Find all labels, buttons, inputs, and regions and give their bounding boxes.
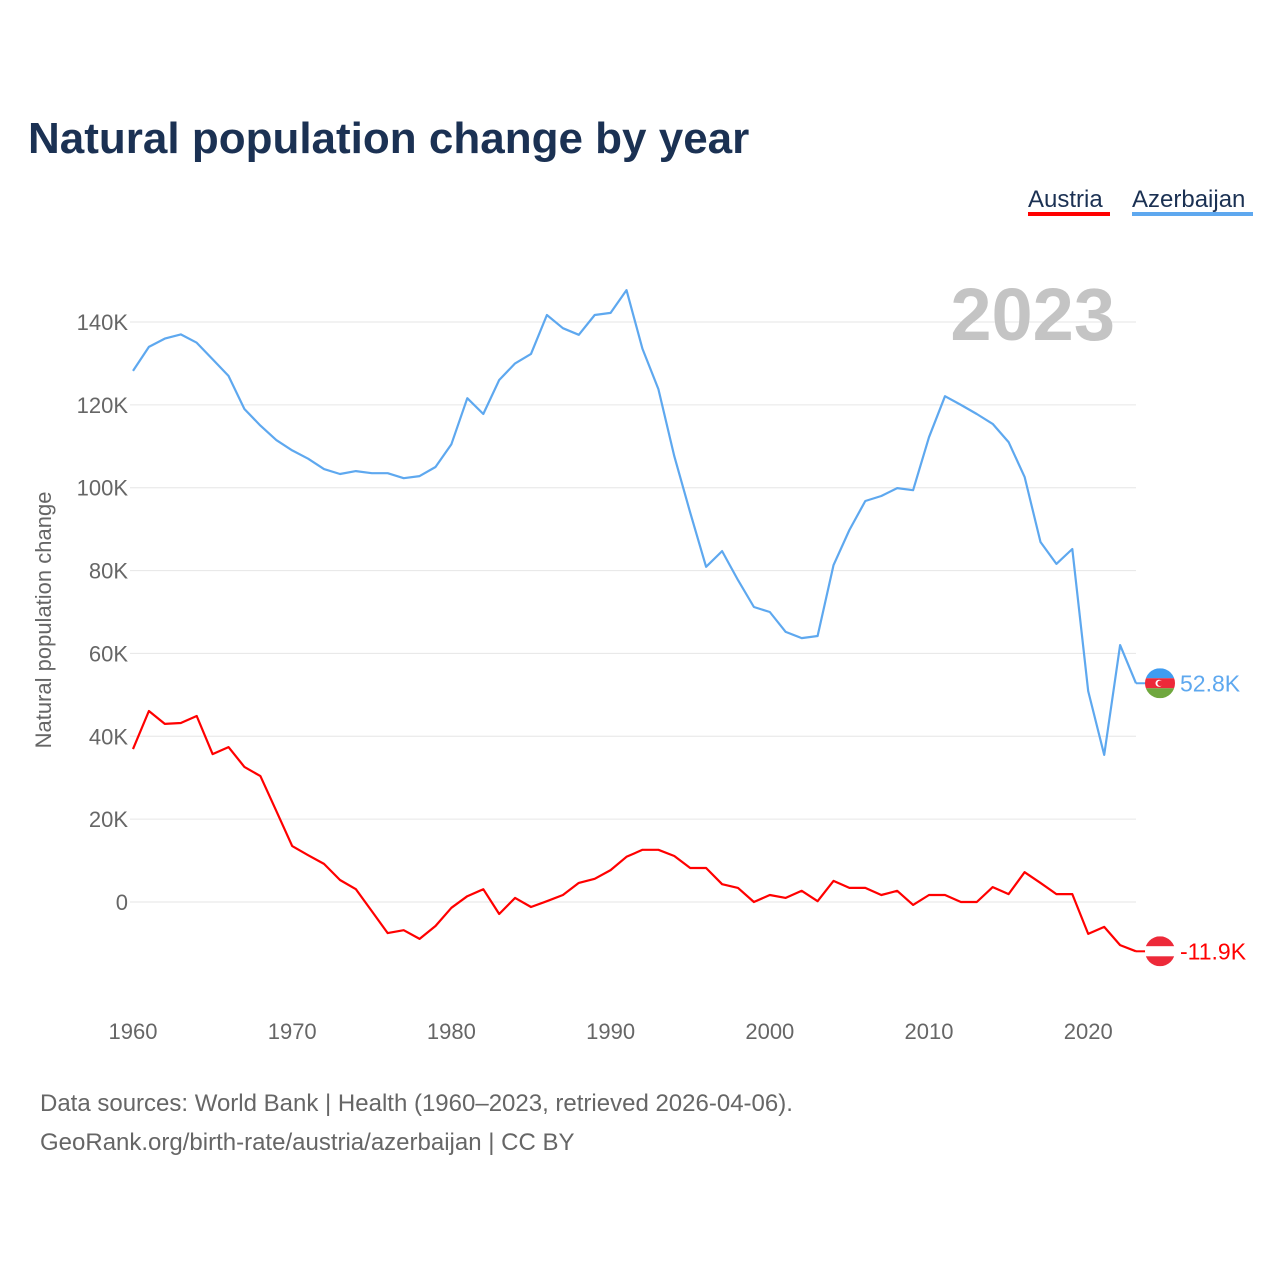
x-tick-label: 1980 bbox=[427, 1019, 476, 1044]
y-tick-label: 100K bbox=[77, 476, 129, 501]
y-tick-label: 80K bbox=[89, 559, 128, 584]
y-tick-label: 40K bbox=[89, 724, 128, 749]
x-tick-label: 1970 bbox=[268, 1019, 317, 1044]
chart-title: Natural population change by year bbox=[28, 114, 749, 163]
y-tick-label: 60K bbox=[89, 641, 128, 666]
x-tick-label: 2020 bbox=[1064, 1019, 1113, 1044]
grid bbox=[130, 321, 1136, 903]
x-tick-label: 2010 bbox=[905, 1019, 954, 1044]
footer-link[interactable]: GeoRank.org/birth-rate/austria/azerbaija… bbox=[40, 1129, 574, 1156]
year-watermark: 2023 bbox=[950, 273, 1115, 356]
legend-item-azerbaijan[interactable]: Azerbaijan bbox=[1132, 186, 1253, 216]
x-axis: 1960 1970 1980 1990 2000 2010 2020 bbox=[109, 1019, 1113, 1044]
y-tick-label: 20K bbox=[89, 807, 128, 832]
x-tick-label: 2000 bbox=[745, 1019, 794, 1044]
legend-swatch bbox=[1132, 212, 1253, 216]
footer-sources: Data sources: World Bank | Health (1960–… bbox=[40, 1090, 793, 1117]
y-tick-label: 120K bbox=[77, 393, 129, 418]
austria-flag-icon bbox=[1145, 936, 1175, 967]
series-line-austria[interactable] bbox=[131, 709, 1137, 953]
legend-swatch bbox=[1028, 212, 1110, 216]
x-tick-label: 1990 bbox=[586, 1019, 635, 1044]
legend: Austria Azerbaijan bbox=[1028, 186, 1253, 216]
end-labels: -11.9K 52.8K bbox=[1136, 668, 1247, 967]
legend-label: Austria bbox=[1028, 186, 1103, 213]
end-value-label: -11.9K bbox=[1180, 938, 1247, 964]
series-line-azerbaijan[interactable] bbox=[132, 289, 1138, 757]
x-tick-label: 1960 bbox=[109, 1019, 158, 1044]
legend-item-austria[interactable]: Austria bbox=[1028, 186, 1110, 216]
azerbaijan-flag-icon bbox=[1145, 668, 1175, 699]
series-lines bbox=[131, 289, 1138, 953]
y-axis: 0 20K 40K 60K 80K 100K 120K 140K bbox=[77, 310, 129, 915]
y-tick-label: 140K bbox=[77, 310, 129, 335]
y-tick-label: 0 bbox=[116, 890, 128, 915]
end-value-label: 52.8K bbox=[1180, 670, 1241, 696]
legend-label: Azerbaijan bbox=[1132, 186, 1245, 213]
y-axis-label: Natural population change bbox=[31, 492, 56, 749]
